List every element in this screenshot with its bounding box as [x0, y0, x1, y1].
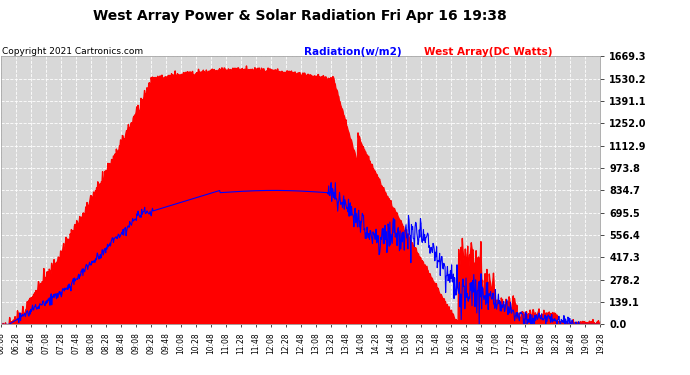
Text: West Array(DC Watts): West Array(DC Watts)	[424, 47, 553, 57]
Text: Radiation(w/m2): Radiation(w/m2)	[304, 47, 401, 57]
Text: Copyright 2021 Cartronics.com: Copyright 2021 Cartronics.com	[2, 47, 144, 56]
Text: West Array Power & Solar Radiation Fri Apr 16 19:38: West Array Power & Solar Radiation Fri A…	[93, 9, 507, 23]
